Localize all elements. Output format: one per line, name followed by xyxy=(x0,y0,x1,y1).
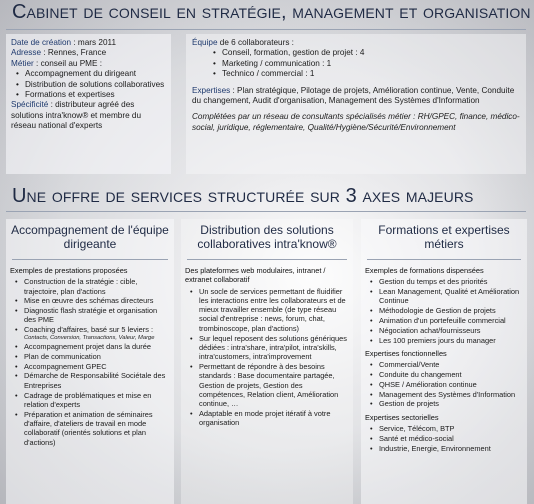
section-heading: Exemples de formations dispensées xyxy=(365,266,484,275)
list-item: QHSE / Amélioration continue xyxy=(370,380,523,390)
company-identity-panel: Date de création : mars 2011 Adresse : R… xyxy=(6,34,171,174)
column-title: Accompagnement de l'équipe dirigeante xyxy=(11,223,169,251)
specificity-value: : distributeur agréé des solutions intra… xyxy=(11,100,142,131)
services-list: Construction de la stratégie : cible, tr… xyxy=(10,277,170,447)
list-item: Permettant de répondre à des besoins sta… xyxy=(190,362,349,408)
column-collaborative-solutions: Distribution des solutions collaborative… xyxy=(181,219,353,504)
list-item: Coaching d'affaires, basé sur 5 leviers … xyxy=(15,325,170,341)
training-list: Gestion du temps et des priorités Lean M… xyxy=(365,277,523,345)
column-training-expertise: Formations et expertises métiers Exemple… xyxy=(361,219,527,504)
list-item: Préparation et animation de séminaires d… xyxy=(15,410,170,447)
address: Adresse : Rennes, France xyxy=(11,48,166,58)
list-item: Commercial/Vente xyxy=(370,360,523,370)
list-item: Sur lequel reposent des solutions généri… xyxy=(190,334,349,362)
offer-divider xyxy=(6,211,526,212)
team-panel: Équipe de 6 collaborateurs : Conseil, fo… xyxy=(186,34,526,174)
section-heading: Expertises fonctionnelles xyxy=(365,348,447,358)
list-item: Cadrage de problématiques et mise en rel… xyxy=(15,391,170,410)
address-label: Adresse xyxy=(11,48,42,58)
section-heading: Des plateformes web modulaires, intranet… xyxy=(185,266,326,285)
list-item: Santé et médico-social xyxy=(370,434,523,444)
list-item: Management des Systèmes d'Information xyxy=(370,390,523,400)
section-heading: Expertises sectorielles xyxy=(365,412,439,422)
title-divider xyxy=(6,29,526,30)
list-item: Méthodologie de Gestion de projets xyxy=(370,306,523,316)
team-heading-label: Équipe xyxy=(192,38,218,47)
sector-list: Service, Télécom, BTP Santé et médico-so… xyxy=(365,424,523,453)
team-list: Conseil, formation, gestion de projet : … xyxy=(192,48,520,80)
list-item: Marketing / communication : 1 xyxy=(213,59,520,70)
list-item: Industrie, Energie, Environnement xyxy=(370,444,523,454)
list-item: Lean Management, Qualité et Amélioration… xyxy=(370,287,523,306)
list-item: Un socle de services permettant de fluid… xyxy=(190,287,349,333)
column-divider xyxy=(367,259,521,260)
column-title: Distribution des solutions collaborative… xyxy=(197,223,337,251)
list-item: Technico / commercial : 1 xyxy=(213,69,520,80)
list-item: Accompagnement du dirigeant xyxy=(16,69,166,80)
trade-label: Métier xyxy=(11,58,34,68)
list-item: Négociation achat/fournisseurs xyxy=(370,326,523,336)
expertise-value: : Plan stratégique, Pilotage de projets,… xyxy=(192,85,515,106)
expertise-label: Expertises xyxy=(192,85,231,95)
trade-value: : conseil au PME : xyxy=(33,58,103,68)
column-divider xyxy=(187,259,347,260)
list-item: Les 100 premiers jours du manager xyxy=(370,336,523,346)
coaching-levers-note: Contacts, Conversion, Transactions, Vale… xyxy=(24,334,155,341)
trade-list: Accompagnement du dirigeant Distribution… xyxy=(11,69,166,101)
specificity: Spécificité : distributeur agréé des sol… xyxy=(11,100,166,131)
list-item: Démarche de Responsabilité Sociétale des… xyxy=(15,371,170,390)
creation-date-value: : mars 2011 xyxy=(71,38,116,47)
column-divider xyxy=(12,259,168,260)
team-heading-value: de 6 collaborateurs : xyxy=(217,38,294,47)
column-title: Formations et expertises métiers xyxy=(378,223,510,251)
expertise-block: Expertises : Plan stratégique, Pilotage … xyxy=(192,86,520,107)
list-item: Gestion de projets xyxy=(370,399,523,409)
list-item: Conduite du changement xyxy=(370,370,523,380)
list-item: Animation d'un portefeuille commercial xyxy=(370,316,523,326)
consultant-network: Complétées par un réseau de consultants … xyxy=(192,112,520,132)
trade: Métier : conseil au PME : xyxy=(11,59,166,69)
list-item: Gestion du temps et des priorités xyxy=(370,277,523,287)
specificity-label: Spécificité xyxy=(11,100,49,110)
list-item: Formations et expertises xyxy=(16,90,166,101)
list-item: Distribution de solutions collaboratives xyxy=(16,80,166,91)
list-item: Accompagnement GPEC xyxy=(15,362,170,372)
section-heading: Exemples de prestations proposées xyxy=(10,266,128,275)
list-item: Service, Télécom, BTP xyxy=(370,424,523,434)
list-item: Diagnostic flash stratégie et organisati… xyxy=(15,306,170,325)
functional-list: Commercial/Vente Conduite du changement … xyxy=(365,360,523,409)
solutions-list: Un socle de services permettant de fluid… xyxy=(185,287,349,428)
list-item: Adaptable en mode projet itératif à votr… xyxy=(190,409,349,428)
column-leadership-support: Accompagnement de l'équipe dirigeante Ex… xyxy=(6,219,174,504)
address-value: : Rennes, France xyxy=(41,48,107,58)
creation-date: Date de création : mars 2011 xyxy=(11,38,166,48)
offer-title: Une offre de services structurée sur 3 a… xyxy=(12,185,474,207)
list-item: Mise en œuvre des schémas directeurs xyxy=(15,296,170,306)
list-item: Construction de la stratégie : cible, tr… xyxy=(15,277,170,296)
creation-date-label: Date de création xyxy=(11,38,72,47)
coaching-text: Coaching d'affaires, basé sur 5 leviers … xyxy=(24,325,154,335)
list-item: Conseil, formation, gestion de projet : … xyxy=(213,48,520,59)
page-title: Cabinet de conseil en stratégie, managem… xyxy=(12,1,531,23)
list-item: Plan de communication xyxy=(15,352,170,362)
list-item: Accompagnement projet dans la durée xyxy=(15,342,170,352)
team-heading: Équipe de 6 collaborateurs : xyxy=(192,38,520,48)
